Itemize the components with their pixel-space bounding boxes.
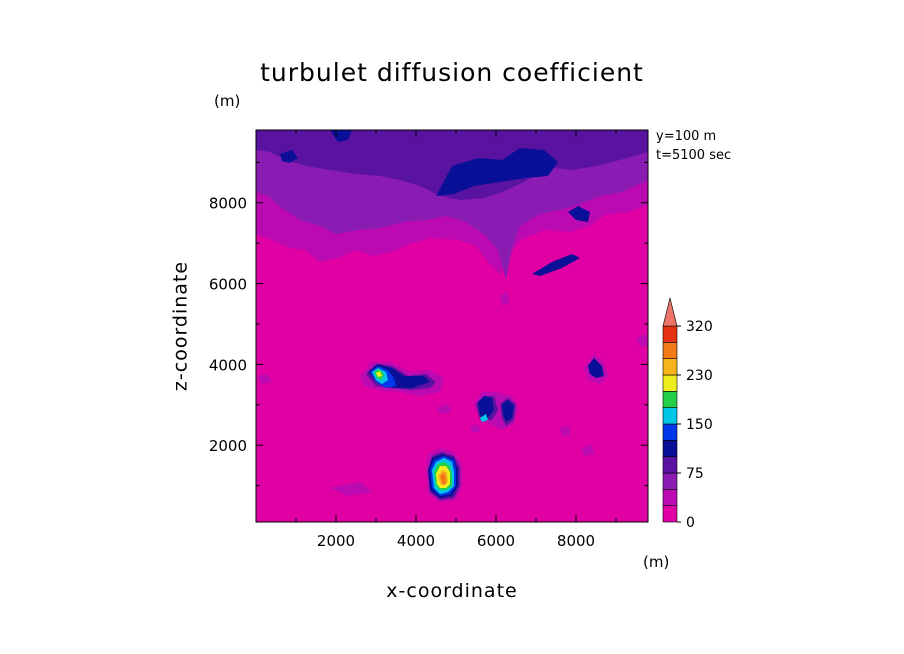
y-axis-unit: (m): [214, 92, 241, 110]
colorbar-bin: [662, 489, 678, 506]
plot-frame: [255, 129, 649, 523]
colorbar-bin: [662, 374, 678, 392]
axis-ticks: 2000 4000 6000 8000 2000 4000 6000 8000: [209, 130, 648, 550]
x-axis-label: x-coordinate: [386, 580, 518, 602]
contour-speck-5: [560, 426, 570, 436]
contour-speck-6: [436, 404, 452, 414]
colorbar: 0 75 150 230 320: [662, 297, 713, 531]
colorbar-label: 0: [686, 515, 695, 531]
x-axis-unit: (m): [643, 553, 670, 571]
contour-top-patch-3: [436, 148, 558, 196]
y-tick-label: 4000: [209, 356, 247, 374]
contour-speck-1: [500, 292, 510, 306]
y-tick-label: 8000: [209, 195, 247, 213]
info-time: t=5100 sec: [656, 148, 732, 163]
colorbar-label: 230: [686, 368, 713, 384]
info-y-level: y=100 m: [656, 129, 717, 144]
colorbar-bin: [662, 358, 678, 376]
contour-blob-b-5: [502, 400, 514, 422]
colorbar-bin: [662, 472, 678, 490]
contour-field: [256, 130, 648, 522]
x-tick-label: 4000: [397, 532, 435, 550]
contour-speck-3: [636, 334, 648, 346]
contour-upper-band-3: [256, 130, 648, 200]
contour-blob-c-2: [588, 358, 604, 378]
contour-speck-7: [330, 482, 372, 496]
y-tick-label: 6000: [209, 276, 247, 294]
colorbar-bin: [662, 423, 678, 441]
y-tick-label: 2000: [209, 437, 247, 455]
contour-speck-8: [470, 424, 480, 432]
colorbar-bin: [662, 342, 678, 359]
colorbar-bin: [662, 505, 678, 523]
contour-blob-b-3: [478, 396, 494, 418]
x-tick-label: 8000: [557, 532, 595, 550]
colorbar-extend-arrow: [662, 297, 678, 327]
colorbar-label: 75: [686, 466, 704, 482]
contour-blob-a-7: [376, 371, 382, 377]
colorbar-bin: [662, 391, 678, 408]
contour-top-patch-4: [568, 206, 590, 222]
contour-speck-4: [582, 444, 594, 456]
colorbar-label: 150: [686, 417, 713, 433]
x-tick-label: 6000: [477, 532, 515, 550]
x-tick-label: 2000: [317, 532, 355, 550]
contour-speck-2: [258, 374, 272, 384]
colorbar-bin: [662, 325, 678, 343]
colorbar-bin: [662, 456, 678, 474]
colorbar-bin: [662, 407, 678, 425]
chart-title: turbulet diffusion coefficient: [260, 58, 644, 87]
colorbar-bin: [662, 440, 678, 457]
contour-top-patch-5: [532, 254, 580, 276]
colorbar-label: 320: [686, 319, 713, 335]
contour-blob-b-6: [480, 414, 488, 422]
contour-top-patch-2: [280, 150, 298, 163]
contour-blob-d-9: [440, 472, 446, 484]
